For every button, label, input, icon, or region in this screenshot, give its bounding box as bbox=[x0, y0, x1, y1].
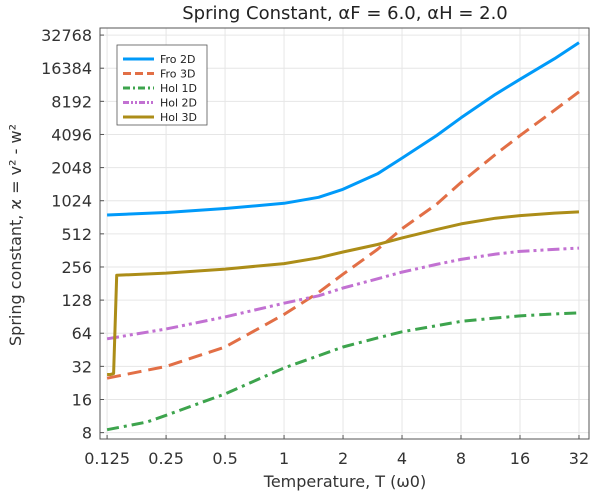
y-tick-label: 32 bbox=[72, 357, 92, 376]
series-line-fro-2d bbox=[107, 41, 580, 217]
y-tick-label: 4096 bbox=[51, 125, 92, 144]
series-line-hol-1d bbox=[106, 311, 580, 432]
y-tick-label: 64 bbox=[72, 324, 92, 343]
x-tick-label: 0.125 bbox=[84, 449, 130, 468]
y-tick-label: 2048 bbox=[51, 159, 92, 178]
y-tick-label: 256 bbox=[61, 258, 92, 277]
series-line-hol-3d bbox=[107, 210, 580, 376]
y-tick-label: 16384 bbox=[41, 59, 92, 78]
legend-entry: Hol 1D bbox=[160, 82, 197, 95]
x-tick-label: 0.5 bbox=[212, 449, 237, 468]
legend-entry: Hol 2D bbox=[160, 97, 197, 110]
x-tick-label: 16 bbox=[510, 449, 530, 468]
chart-title: Spring Constant, αF = 6.0, αH = 2.0 bbox=[182, 3, 508, 24]
x-tick-label: 0.25 bbox=[148, 449, 184, 468]
y-tick-labels: 8 16 32 64 128 256 512 1024 2048 4096 8192 16384 327… bbox=[41, 26, 104, 443]
legend-entry: Fro 2D bbox=[160, 53, 196, 66]
x-tick-labels: 0.125 0.25 0.5 1 2 4 8 16 32 bbox=[84, 435, 589, 468]
series-line-hol-2d bbox=[106, 246, 580, 341]
y-tick-label: 16 bbox=[72, 390, 92, 409]
grid bbox=[100, 28, 589, 439]
legend-entry: Hol 3D bbox=[160, 111, 197, 124]
x-axis-label: Temperature, T (ω0) bbox=[263, 472, 426, 491]
legend-entry: Fro 3D bbox=[160, 68, 196, 81]
y-tick-label: 512 bbox=[61, 225, 92, 244]
y-tick-label: 8192 bbox=[51, 92, 92, 111]
x-tick-label: 32 bbox=[569, 449, 589, 468]
x-tick-label: 8 bbox=[456, 449, 466, 468]
y-tick-label: 8 bbox=[82, 424, 92, 443]
y-tick-label: 128 bbox=[61, 291, 92, 310]
x-tick-label: 4 bbox=[397, 449, 407, 468]
y-tick-label: 32768 bbox=[41, 26, 92, 45]
y-tick-label: 1024 bbox=[51, 192, 92, 211]
x-tick-label: 1 bbox=[279, 449, 289, 468]
series-layer bbox=[106, 41, 580, 432]
series-line-fro-3d bbox=[106, 90, 580, 380]
y-axis-label: Spring constant, ϰ = v² - w² bbox=[6, 124, 25, 346]
x-tick-label: 2 bbox=[338, 449, 348, 468]
